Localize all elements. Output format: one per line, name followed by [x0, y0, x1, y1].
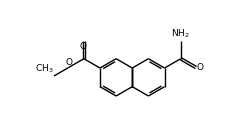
- Text: O: O: [80, 42, 87, 51]
- Text: CH$_3$: CH$_3$: [35, 63, 53, 75]
- Text: O: O: [65, 58, 72, 67]
- Text: NH$_2$: NH$_2$: [172, 28, 190, 40]
- Text: O: O: [197, 63, 204, 72]
